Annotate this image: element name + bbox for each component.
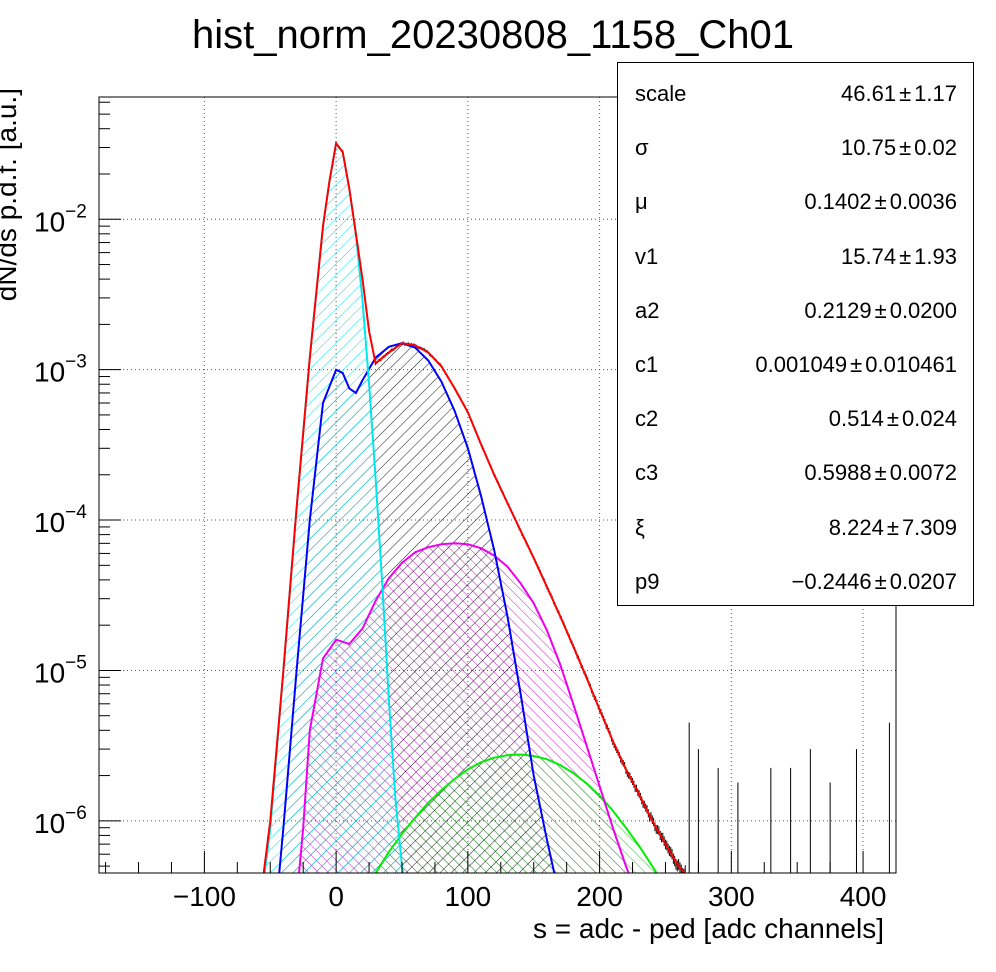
fit-parameter-row: μ 0.1402 ±0.0036 [618, 175, 973, 229]
x-tick-label: −100 [173, 881, 236, 912]
fit-parameter-name: scale [635, 81, 687, 106]
fit-parameter-value: 0.514 ±0.024 [828, 406, 957, 432]
x-tick-labels: −100 0 100 200 300 400 [173, 881, 887, 912]
x-tick-label: 300 [708, 881, 755, 912]
fit-parameter-value: −0.2446 ±0.0207 [791, 568, 957, 594]
fit-parameter-name: c2 [635, 406, 659, 432]
y-tick-label: 10−6 [34, 803, 87, 839]
fit-curves [262, 140, 687, 873]
fit-parameter-name: c1 [635, 352, 659, 377]
fit-parameter-value: 15.74 ±1.93 [841, 243, 957, 269]
fit-parameter-value: 0.1402 ±0.0036 [804, 189, 957, 215]
fit-parameter-value: 0.001049 ±0.010461 [755, 352, 957, 377]
y-tick-label: 10−4 [34, 502, 87, 538]
x-axis-label: s = adc - ped [adc channels] [533, 913, 884, 944]
fit-parameter-row: σ 10.75 ±0.02 [618, 121, 973, 175]
fit-parameter-value: 46.61 ±1.17 [841, 81, 957, 106]
pedestal-component-area [264, 143, 404, 873]
fit-parameter-name: μ [635, 189, 648, 215]
axis-ticks [99, 101, 897, 873]
fit-parameter-name: v1 [635, 243, 659, 269]
two-pe-component-curve [298, 542, 630, 873]
chart-title: hist_norm_20230808_1158_Ch01 [192, 13, 794, 57]
y-tick-label: 10−3 [34, 352, 87, 388]
y-axis-label: dN/ds p.d.f. [a.u.] [0, 88, 22, 301]
fit-parameter-name: a2 [635, 297, 660, 323]
fit-parameter-row: c1 0.001049 ±0.010461 [618, 338, 973, 392]
fit-parameter-name: ξ [635, 514, 645, 540]
fit-parameter-row: p9 −0.2446 ±0.0207 [618, 555, 973, 609]
fit-parameter-row: c2 0.514 ±0.024 [618, 392, 973, 446]
fit-parameter-value: 8.224 ±7.309 [828, 514, 957, 540]
x-tick-label: 0 [328, 881, 344, 912]
x-tick-label: 100 [445, 881, 492, 912]
y-tick-label: 10−5 [34, 652, 87, 688]
fit-parameter-row: scale 46.61 ±1.17 [618, 67, 973, 121]
x-tick-label: 200 [576, 881, 623, 912]
fit-parameter-value: 0.2129 ±0.0200 [804, 297, 957, 323]
y-tick-label: 10−2 [34, 201, 87, 237]
fit-parameter-row: ξ 8.224 ±7.309 [618, 501, 973, 555]
fit-parameter-row: a2 0.2129 ±0.0200 [618, 284, 973, 338]
x-tick-label: 400 [840, 881, 887, 912]
single-pe-component-curve [278, 342, 556, 873]
component-areas [264, 143, 657, 873]
fit-parameter-row: c3 0.5988 ±0.0072 [618, 446, 973, 500]
fit-parameter-name: p9 [635, 568, 660, 594]
y-tick-labels: 10−6 10−5 10−4 10−3 10−2 [34, 201, 87, 839]
fit-parameter-value: 10.75 ±0.02 [841, 135, 957, 161]
total-fit-curve [262, 140, 687, 873]
fit-parameter-row: v1 15.74 ±1.93 [618, 230, 973, 284]
three-pe-component-curve [374, 753, 658, 873]
fit-parameters-box: scale 46.61 ±1.17 σ 10.75 ±0.02 μ 0.1402 ±0.0036… [617, 62, 974, 606]
fit-parameter-name: c3 [635, 460, 659, 486]
fit-parameter-value: 0.5988 ±0.0072 [804, 460, 957, 486]
fit-parameter-name: σ [635, 135, 649, 161]
